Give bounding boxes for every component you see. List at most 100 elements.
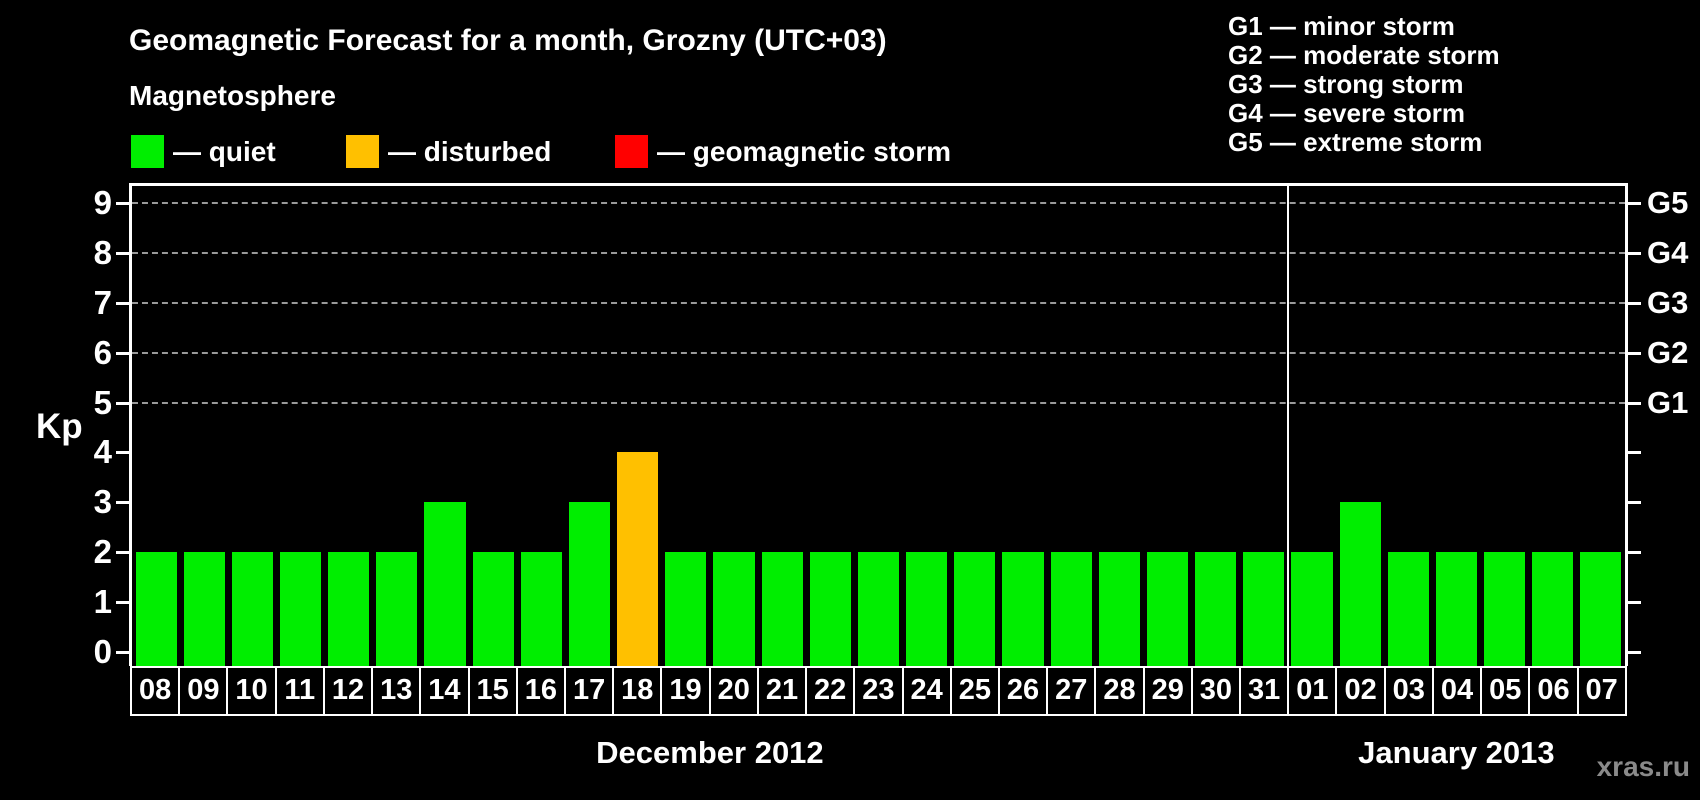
date-label: 31 (1239, 668, 1287, 714)
date-axis-row: 08 09 10 11 12 13 14 15 16 17 18 19 20 21 22 23 24 25 26 27… (130, 666, 1627, 716)
date-label: 01 (1287, 668, 1335, 714)
right-axis-tick (1628, 351, 1641, 355)
storm-scale-item: G1 — minor storm (1228, 11, 1455, 41)
y-axis-tick (116, 202, 131, 205)
month-separator (1286, 183, 1289, 666)
date-label: 09 (178, 668, 226, 714)
y-axis-tick (116, 601, 131, 605)
y-axis-label: 0 (93, 633, 112, 670)
y-axis-title: Kp (36, 407, 83, 446)
kp-bar (954, 552, 996, 666)
right-axis-tick (1628, 301, 1641, 305)
watermark: xras.ru (1596, 751, 1690, 782)
date-label: 28 (1094, 668, 1142, 714)
date-label: 17 (563, 668, 612, 714)
kp-bar (1146, 552, 1189, 666)
date-label: 30 (1190, 668, 1239, 714)
date-label: 20 (708, 668, 757, 714)
date-label: 18 (612, 668, 660, 714)
g-scale-label: G4 (1647, 234, 1689, 270)
y-axis-tick (116, 501, 131, 505)
date-label: 11 (274, 668, 323, 714)
kp-bar (713, 552, 755, 666)
kp-bar (1580, 552, 1622, 666)
g-scale-label: G1 (1647, 384, 1689, 420)
right-axis-tick (1628, 651, 1641, 654)
y-axis-label: 9 (93, 184, 112, 221)
date-label: 04 (1431, 668, 1480, 714)
kp-bar (231, 552, 273, 666)
kp-bar (1195, 552, 1237, 666)
kp-bar (665, 552, 707, 666)
date-label: 22 (805, 668, 853, 714)
g-scale-label: G2 (1647, 334, 1689, 370)
date-label: 06 (1528, 668, 1576, 714)
legend-item: — geomagnetic storm (615, 135, 951, 168)
date-label: 19 (660, 668, 708, 714)
date-label: 05 (1480, 668, 1528, 714)
legend-item: — disturbed (346, 135, 551, 168)
kp-bar (1339, 502, 1381, 666)
date-label: 24 (901, 668, 950, 714)
date-label: 21 (756, 668, 805, 714)
date-label: 15 (467, 668, 516, 714)
kp-bar (376, 552, 418, 666)
kp-bar (1291, 552, 1333, 666)
legend-label: — disturbed (388, 135, 552, 167)
date-label: 14 (419, 668, 467, 714)
y-axis-label: 5 (93, 383, 112, 421)
disturbed-swatch (346, 135, 379, 168)
plot-frame-top (129, 183, 1628, 186)
y-axis-tick (116, 351, 131, 355)
right-axis-tick (1628, 401, 1641, 405)
kp-bar (1098, 552, 1140, 666)
month-label: January 2013 (1358, 735, 1555, 770)
kp-bar (568, 502, 611, 666)
kp-bar (761, 552, 803, 666)
date-label: 16 (515, 668, 564, 714)
kp-bar (1387, 552, 1429, 666)
right-axis-tick (1628, 251, 1641, 255)
storm-scale-item: G2 — moderate storm (1228, 40, 1500, 70)
storm-swatch (615, 135, 648, 168)
right-axis-tick (1628, 451, 1641, 455)
gridline (132, 401, 1625, 404)
quiet-swatch (131, 135, 164, 168)
storm-scale-item: G3 — strong storm (1228, 69, 1464, 99)
y-axis-tick (116, 651, 131, 654)
legend-label: — geomagnetic storm (657, 135, 952, 167)
date-label: 27 (1046, 668, 1094, 714)
right-axis-tick (1628, 551, 1641, 555)
kp-bar (1002, 552, 1044, 666)
date-label: 10 (226, 668, 274, 714)
gridline (132, 202, 1625, 204)
y-axis-label: 6 (93, 333, 112, 371)
gridline (132, 301, 1625, 304)
kp-bar (857, 552, 900, 666)
y-axis-label: 1 (93, 583, 112, 621)
date-label: 29 (1142, 668, 1191, 714)
kp-bar (279, 552, 322, 666)
date-label: 07 (1576, 668, 1625, 714)
kp-bar (328, 552, 370, 666)
kp-bar (135, 552, 177, 666)
date-label: 23 (853, 668, 901, 714)
kp-bar (424, 502, 466, 666)
storm-scale-item: G5 — extreme storm (1228, 127, 1483, 157)
y-axis-tick (116, 451, 131, 455)
legend-label: — quiet (173, 135, 276, 167)
month-label: December 2012 (596, 735, 824, 770)
legend-item: — quiet (131, 135, 276, 168)
y-axis-label: 7 (93, 283, 112, 321)
date-label: 13 (371, 668, 419, 714)
date-label: 08 (138, 674, 172, 706)
date-label: 12 (322, 668, 371, 714)
kp-bar (617, 452, 659, 666)
y-axis-label: 4 (93, 433, 112, 471)
date-label: 25 (949, 668, 998, 714)
g-scale-label: G5 (1647, 185, 1689, 220)
y-axis-label: 3 (93, 483, 112, 521)
y-axis-label: 8 (93, 233, 112, 271)
storm-scale-legend: G1 — minor storm G2 — moderate storm G3 — … (1228, 12, 1500, 157)
